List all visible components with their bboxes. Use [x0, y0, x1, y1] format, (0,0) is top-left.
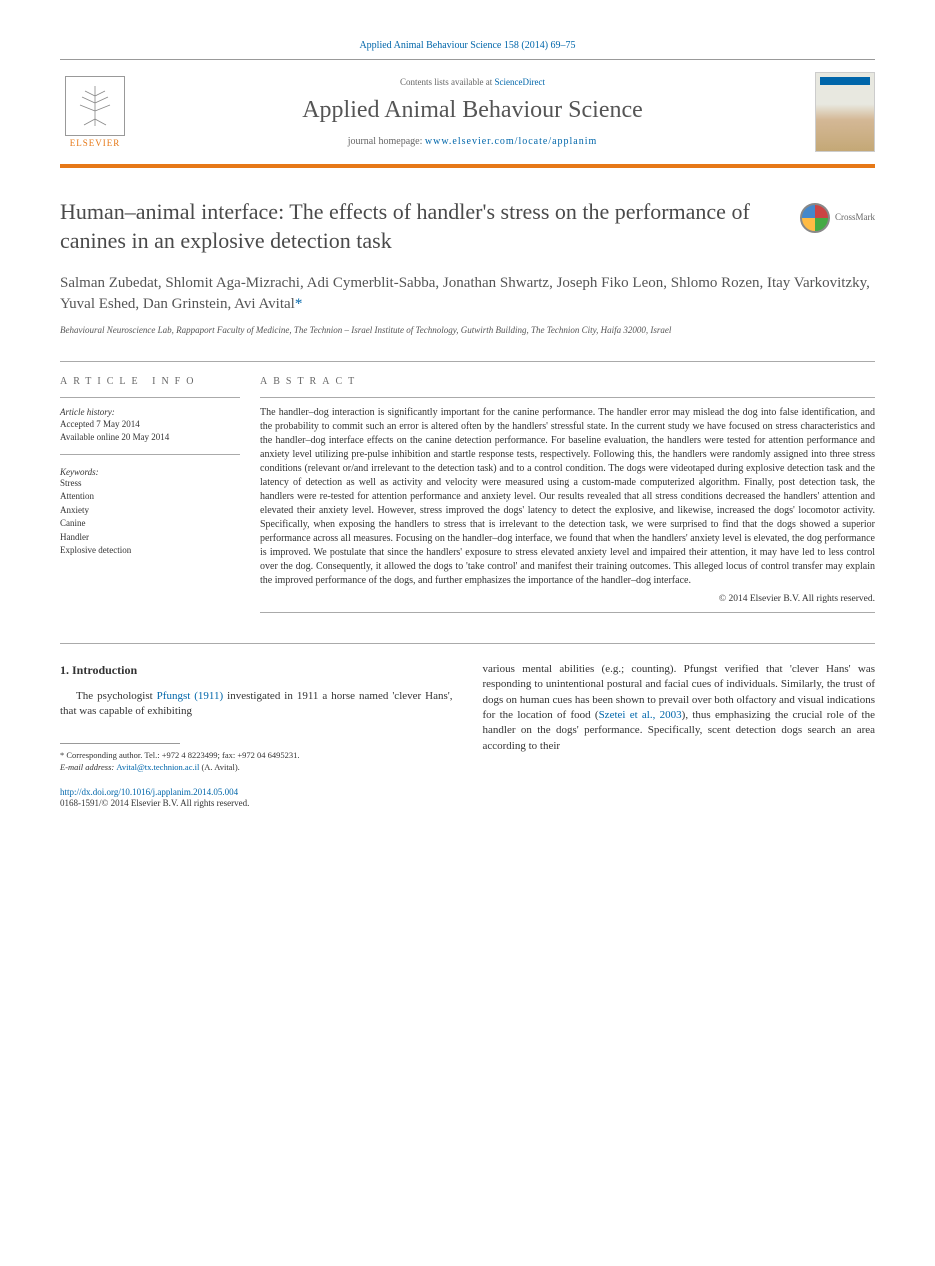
authors-names: Salman Zubedat, Shlomit Aga-Mizrachi, Ad… — [60, 275, 870, 312]
issn-copyright: 0168-1591/© 2014 Elsevier B.V. All right… — [60, 798, 453, 810]
keyword-item: Attention — [60, 490, 240, 504]
homepage-label: journal homepage: — [348, 136, 425, 147]
body-columns: 1. Introduction The psychologist Pfungst… — [60, 662, 875, 810]
info-divider — [60, 397, 240, 398]
elsevier-tree-icon — [65, 76, 125, 136]
email-label: E-mail address: — [60, 762, 116, 772]
available-date: Available online 20 May 2014 — [60, 431, 240, 444]
sciencedirect-link[interactable]: ScienceDirect — [495, 77, 545, 87]
header-citation: Applied Animal Behaviour Science 158 (20… — [60, 40, 875, 51]
homepage-line: journal homepage: www.elsevier.com/locat… — [130, 136, 815, 147]
abstract-label: ABSTRACT — [260, 376, 875, 387]
body-paragraph: The psychologist Pfungst (1911) investig… — [60, 689, 453, 720]
section-number: 1. — [60, 663, 69, 677]
journal-name: Applied Animal Behaviour Science — [130, 97, 815, 124]
keyword-item: Anxiety — [60, 504, 240, 518]
title-text: Human–animal interface: The effects of h… — [60, 199, 750, 253]
section-divider — [60, 361, 875, 362]
body-divider — [60, 643, 875, 644]
body-column-left: 1. Introduction The psychologist Pfungst… — [60, 662, 453, 810]
body-column-right: various mental abilities (e.g.; counting… — [483, 662, 876, 810]
keyword-item: Explosive detection — [60, 544, 240, 558]
doi-block: http://dx.doi.org/10.1016/j.applanim.201… — [60, 787, 453, 810]
contents-available-line: Contents lists available at ScienceDirec… — [130, 77, 815, 87]
abstract-copyright: © 2014 Elsevier B.V. All rights reserved… — [260, 594, 875, 604]
crossmark-badge[interactable]: CrossMark — [800, 203, 875, 233]
publisher-logo: ELSEVIER — [60, 72, 130, 152]
article-title: Human–animal interface: The effects of h… — [60, 198, 875, 255]
publisher-name: ELSEVIER — [70, 138, 121, 148]
footnote-divider — [60, 743, 180, 744]
email-name: (A. Avital). — [199, 762, 239, 772]
article-info-column: ARTICLE INFO Article history: Accepted 7… — [60, 376, 240, 613]
journal-header-bar: ELSEVIER Contents lists available at Sci… — [60, 59, 875, 168]
section-title: Introduction — [72, 663, 137, 677]
keywords-label: Keywords: — [60, 467, 240, 477]
keywords-list: Stress Attention Anxiety Canine Handler … — [60, 477, 240, 558]
keyword-item: Stress — [60, 477, 240, 491]
affiliation: Behavioural Neuroscience Lab, Rappaport … — [60, 325, 875, 337]
corresponding-author-footnote: * Corresponding author. Tel.: +972 4 822… — [60, 750, 453, 772]
history-label: Article history: — [60, 406, 240, 419]
body-text: The psychologist — [76, 690, 157, 702]
body-paragraph: various mental abilities (e.g.; counting… — [483, 662, 876, 754]
email-link[interactable]: Avital@tx.technion.ac.il — [116, 762, 199, 772]
article-info-label: ARTICLE INFO — [60, 376, 240, 387]
abstract-text: The handler–dog interaction is significa… — [260, 406, 875, 588]
keyword-item: Handler — [60, 531, 240, 545]
accepted-date: Accepted 7 May 2014 — [60, 418, 240, 431]
abstract-end-divider — [260, 612, 875, 613]
abstract-divider — [260, 397, 875, 398]
citation-link[interactable]: Szetei et al., 2003 — [599, 709, 682, 721]
authors-list: Salman Zubedat, Shlomit Aga-Mizrachi, Ad… — [60, 273, 875, 315]
info-divider-2 — [60, 454, 240, 455]
crossmark-label: CrossMark — [835, 212, 875, 224]
corresponding-author-mark: * — [295, 296, 303, 312]
abstract-column: ABSTRACT The handler–dog interaction is … — [260, 376, 875, 613]
section-heading: 1. Introduction — [60, 662, 453, 679]
homepage-link[interactable]: www.elsevier.com/locate/applanim — [425, 136, 597, 147]
contents-text: Contents lists available at — [400, 77, 494, 87]
doi-link[interactable]: http://dx.doi.org/10.1016/j.applanim.201… — [60, 787, 238, 797]
keyword-item: Canine — [60, 517, 240, 531]
citation-link[interactable]: Pfungst (1911) — [157, 690, 224, 702]
crossmark-icon — [800, 203, 830, 233]
journal-cover-thumbnail — [815, 72, 875, 152]
corr-author-contact: * Corresponding author. Tel.: +972 4 822… — [60, 750, 453, 761]
